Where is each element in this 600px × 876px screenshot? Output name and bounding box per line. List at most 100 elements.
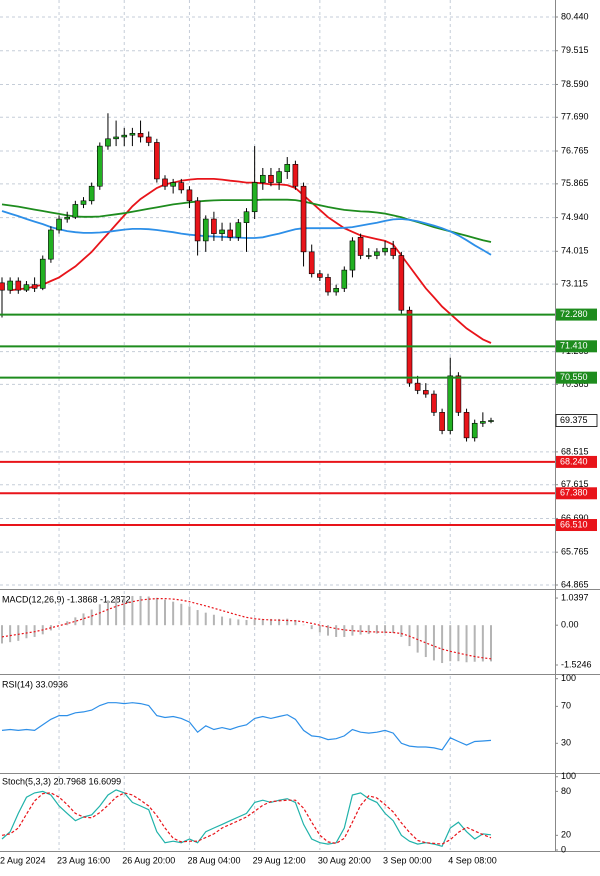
candle-body bbox=[0, 282, 5, 291]
candle-body bbox=[422, 390, 429, 395]
candle-body bbox=[72, 204, 79, 218]
level-label-box bbox=[556, 455, 597, 468]
candle-body bbox=[439, 412, 445, 431]
y-tick-label: 64.865 bbox=[561, 579, 589, 589]
y-tick-label: 80 bbox=[561, 786, 571, 796]
y-tick-label: 0.00 bbox=[561, 620, 579, 630]
y-tick-label: 79.515 bbox=[561, 45, 589, 55]
indicator-line bbox=[1, 792, 492, 845]
candle-body bbox=[56, 218, 62, 231]
x-tick-label: 23 Aug 16:00 bbox=[57, 855, 110, 865]
level-label-box bbox=[556, 308, 597, 321]
candle-body bbox=[276, 171, 282, 183]
y-tick-label: 20 bbox=[561, 830, 571, 840]
candle-body bbox=[202, 218, 209, 242]
candle-body bbox=[64, 216, 70, 220]
candle-body bbox=[463, 412, 470, 439]
y-tick-label: -1.5246 bbox=[561, 659, 592, 669]
candle-body bbox=[488, 420, 494, 422]
candle-body bbox=[227, 229, 233, 238]
y-tick-label: 70 bbox=[561, 701, 571, 711]
candle-body bbox=[23, 284, 30, 291]
candle-body bbox=[154, 142, 160, 180]
candle-body bbox=[129, 133, 136, 136]
candle-body bbox=[374, 251, 380, 256]
level-label: 70.550 bbox=[560, 372, 588, 382]
level-label-box bbox=[556, 371, 597, 384]
x-tick-label: 26 Aug 20:00 bbox=[122, 855, 175, 865]
candle-body bbox=[317, 273, 323, 278]
candle-body bbox=[390, 247, 397, 256]
y-tick-label: 73.115 bbox=[561, 279, 588, 289]
x-tick-label: 2 Aug 2024 bbox=[0, 855, 46, 865]
y-tick-label: 65.765 bbox=[561, 547, 589, 557]
candle-body bbox=[39, 258, 46, 289]
indicator-line bbox=[1, 702, 492, 751]
candle-body bbox=[186, 189, 193, 202]
y-tick-label: 74.015 bbox=[561, 246, 589, 256]
candle-body bbox=[349, 240, 356, 271]
level-label-box bbox=[556, 340, 597, 353]
level-label: 71.410 bbox=[560, 341, 588, 351]
level-label-box bbox=[556, 519, 597, 532]
last-price-label: 69.375 bbox=[560, 415, 588, 425]
candle-body bbox=[398, 255, 405, 311]
y-tick-label: 75.865 bbox=[561, 178, 589, 188]
candle-body bbox=[382, 247, 388, 253]
candle-body bbox=[447, 375, 454, 431]
x-tick-label: 4 Sep 08:00 bbox=[448, 855, 497, 865]
y-tick-label: 66.690 bbox=[561, 513, 589, 523]
level-label: 72.280 bbox=[560, 309, 588, 319]
candle-body bbox=[333, 288, 339, 293]
candle-body bbox=[80, 200, 87, 205]
candle-body bbox=[480, 421, 486, 424]
candle-body bbox=[170, 182, 176, 187]
stoch-title: Stoch(5,3,3) 20.7968 16.6099 bbox=[2, 776, 121, 786]
candle-body bbox=[137, 133, 144, 138]
level-label-box bbox=[556, 487, 597, 500]
candle-body bbox=[268, 174, 274, 183]
signal-line bbox=[1, 598, 492, 660]
level-label: 66.510 bbox=[560, 519, 588, 529]
x-tick-label: 29 Aug 12:00 bbox=[253, 855, 306, 865]
y-tick-label: 30 bbox=[561, 738, 571, 748]
level-label: 68.240 bbox=[560, 456, 588, 466]
candle-body bbox=[325, 277, 331, 293]
candle-body bbox=[113, 136, 119, 140]
y-tick-label: 100 bbox=[561, 673, 576, 683]
candle-body bbox=[15, 280, 22, 291]
y-tick-label: 76.765 bbox=[561, 145, 589, 155]
y-tick-label: 77.690 bbox=[561, 112, 589, 122]
last-price-box bbox=[555, 414, 598, 427]
candle-body bbox=[178, 182, 185, 191]
candle-body bbox=[284, 164, 291, 172]
y-tick-label: 0 bbox=[561, 844, 566, 854]
candle-body bbox=[308, 251, 315, 275]
y-tick-label: 1.0397 bbox=[561, 592, 589, 602]
candle-body bbox=[88, 185, 95, 202]
candle-body bbox=[211, 218, 217, 234]
candle-body bbox=[243, 211, 250, 223]
x-tick-label: 28 Aug 04:00 bbox=[187, 855, 240, 865]
moving-average bbox=[10, 178, 492, 344]
candle-body bbox=[292, 164, 299, 187]
macd-title: MACD(12,26,9) -1.3868 -1.2872 bbox=[2, 594, 131, 604]
y-tick-label: 67.615 bbox=[561, 479, 589, 489]
level-label: 67.380 bbox=[560, 488, 588, 498]
candle-body bbox=[219, 229, 225, 234]
y-tick-label: 68.515 bbox=[561, 446, 589, 456]
candle-body bbox=[300, 185, 307, 253]
candle-body bbox=[194, 200, 201, 242]
candle-body bbox=[471, 422, 478, 439]
candle-body bbox=[259, 174, 266, 183]
candle-body bbox=[365, 255, 372, 257]
candle-body bbox=[121, 134, 128, 138]
candle-body bbox=[105, 138, 111, 147]
candle-body bbox=[251, 182, 258, 213]
candle-body bbox=[414, 382, 421, 391]
candle-body bbox=[31, 284, 38, 289]
y-tick-label: 100 bbox=[561, 771, 576, 781]
y-tick-label: 78.590 bbox=[561, 79, 589, 89]
